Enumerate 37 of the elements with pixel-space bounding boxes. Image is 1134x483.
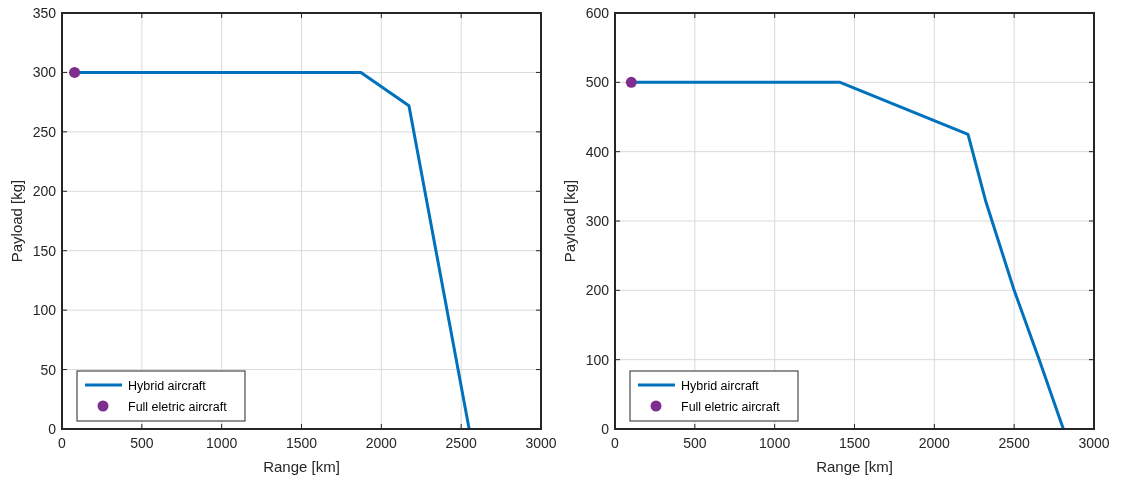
y-tick-label: 350: [32, 5, 57, 21]
y-tick-label: 300: [32, 64, 57, 81]
x-tick-label: 3000: [525, 435, 557, 451]
y-axis-title: Payload [kg]: [561, 179, 578, 263]
y-tick-label: 100: [585, 351, 610, 368]
y-axis-title: Payload [kg]: [8, 179, 25, 263]
x-tick-label: 2000: [365, 435, 398, 451]
x-tick-label: 1500: [838, 435, 871, 451]
x-tick-label: 500: [683, 435, 707, 451]
legend-label: Hybrid aircraft: [128, 378, 207, 393]
legend-label: Full eletric aircraft: [128, 399, 228, 414]
legend-label: Full eletric aircraft: [681, 399, 781, 414]
y-tick-label: 600: [585, 5, 610, 21]
y-tick-label: 0: [48, 421, 57, 437]
y-tick-label: 200: [585, 282, 610, 299]
x-tick-label: 2500: [998, 435, 1030, 451]
y-tick-label: 250: [32, 123, 57, 140]
x-tick-label: 1000: [206, 435, 238, 451]
x-tick-label: 2500: [445, 435, 477, 451]
y-tick-label: 300: [585, 213, 610, 229]
y-tick-label: 50: [40, 361, 57, 378]
y-tick-label: 400: [585, 143, 610, 160]
x-tick-label: 0: [611, 435, 620, 451]
y-tick-label: 0: [601, 421, 610, 437]
x-axis-title: Range [km]: [816, 458, 893, 475]
y-tick-label: 100: [32, 302, 57, 319]
x-tick-label: 2000: [918, 435, 951, 451]
x-tick-label: 1000: [759, 435, 791, 451]
y-tick-label: 500: [585, 74, 610, 91]
x-axis-title: Range [km]: [263, 458, 340, 475]
y-tick-label: 200: [32, 183, 57, 200]
x-tick-label: 500: [130, 435, 154, 451]
x-tick-label: 1500: [285, 435, 318, 451]
legend-label: Hybrid aircraft: [681, 378, 760, 393]
x-tick-label: 3000: [1078, 435, 1110, 451]
y-tick-label: 150: [32, 242, 57, 259]
x-tick-label: 0: [58, 435, 67, 451]
